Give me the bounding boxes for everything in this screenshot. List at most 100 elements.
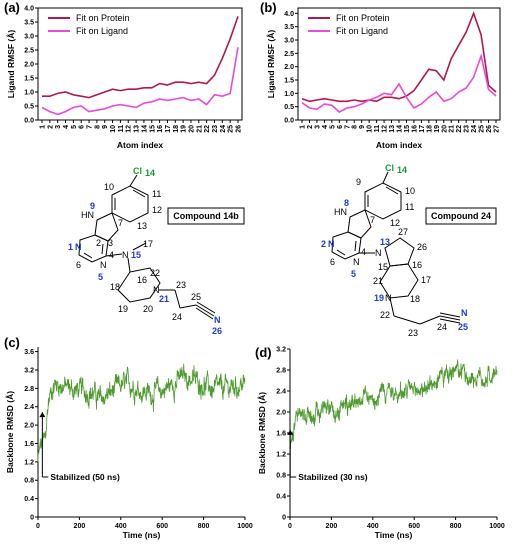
x-tick-label: 3: [314, 125, 321, 129]
atom-hn: HN: [334, 207, 347, 217]
panel-d-rmsd-24: (d) 0 0.4 0.8 1.2 1.6 2.0 2.4 2.8 3.2 0 200 400 600 80…: [255, 345, 505, 540]
panel-c-rmsd-14b: (c) 0 0.4 0.8 1.2 1.6 2.0 2.4 2.8 3.2 3.6 0 200 400 60…: [4, 335, 253, 540]
atom-number: 23: [408, 328, 418, 338]
atom-number: 26: [417, 242, 427, 252]
atom-number: 12: [152, 205, 162, 215]
atom-number: 6: [76, 260, 81, 270]
series-line-fit-on-protein: [301, 11, 497, 103]
atom-number: 19: [374, 293, 384, 303]
pyrimidine-ring-14b: [78, 234, 109, 263]
y-tick-label: 1.5: [24, 76, 34, 83]
x-tick-label: 10: [367, 125, 374, 133]
x-axis-label: Atom index: [117, 140, 164, 150]
nitrile-triple-1: [439, 315, 461, 321]
plot-frame: [37, 7, 243, 121]
atom-cl: Cl: [133, 166, 142, 176]
double-bond: [354, 240, 357, 252]
atom-number: 10: [405, 186, 415, 196]
stabilized-annotation: Stabilized (30 ns): [298, 472, 368, 482]
piperidine-ring-14b: [117, 267, 161, 303]
x-tick-label: 24: [220, 125, 227, 133]
x-tick-label: 800: [198, 523, 210, 530]
x-tick-label: 19: [181, 125, 188, 133]
atom-number: 5: [351, 269, 356, 279]
atom-number: 24: [437, 322, 447, 332]
x-axis-label: Time (ns): [123, 530, 161, 540]
legend-label: Fit on Protein: [336, 13, 390, 23]
atom-number: 21: [373, 276, 383, 286]
double-bond: [101, 243, 104, 255]
y-tick-label: 2.4: [276, 389, 286, 396]
x-tick-label: 0: [36, 523, 40, 530]
y-tick-label: 3.2: [276, 347, 286, 354]
x-tick-label: 14: [141, 125, 148, 133]
x-tick-label: 6: [79, 125, 86, 129]
atom-number: 2: [96, 238, 101, 248]
x-tick-label: 200: [326, 523, 338, 530]
atom-n2: N: [328, 239, 335, 249]
x-tick-label: 10: [110, 125, 117, 133]
atom-number: 12: [390, 218, 400, 228]
x-tick-label: 11: [374, 125, 381, 133]
x-tick-label: 400: [115, 523, 127, 530]
x-tick-label: 12: [382, 125, 389, 133]
atom-number: 15: [378, 262, 388, 272]
atom-number: 13: [380, 237, 390, 247]
y-tick-label: 4.0: [24, 6, 34, 13]
double-bond: [132, 189, 146, 198]
atom-number: 20: [143, 304, 153, 314]
y-tick-label: 0.0: [24, 118, 34, 125]
compound-24-structure: Cl 14 HN N N N N N 8 9 10 11 12 7 2 4 6 …: [321, 163, 497, 338]
x-axis-label: Atom index: [376, 140, 423, 150]
x-tick-label: 600: [408, 523, 420, 530]
atom-number: 5: [98, 272, 103, 282]
nitrile-triple-1: [195, 304, 215, 317]
atom-n26: N: [214, 315, 221, 325]
x-tick-label: 27: [494, 125, 501, 133]
y-tick-label: 1.0: [284, 91, 294, 98]
x-tick-label: 7: [344, 125, 351, 129]
y-tick-label: 0.4: [24, 496, 34, 503]
atom-number: 11: [152, 189, 161, 199]
atom-n25: N: [461, 308, 468, 318]
bond: [419, 315, 441, 325]
x-tick-label: 17: [165, 125, 172, 133]
compound-14b-box: [167, 207, 245, 225]
x-tick-label: 18: [173, 125, 180, 133]
x-tick-label: 1: [40, 125, 47, 129]
atom-number: 9: [356, 177, 361, 187]
y-tick-label: 2.8: [276, 368, 286, 375]
x-tick-label: 1000: [237, 523, 253, 530]
atom-number: 27: [398, 227, 408, 237]
y-tick-label: 2.4: [24, 404, 34, 411]
double-bond: [385, 186, 399, 195]
y-tick-label: 3.6: [24, 349, 34, 356]
atom-number: 23: [176, 280, 186, 290]
y-tick-label: 3.2: [24, 367, 34, 374]
atom-number: 19: [118, 304, 128, 314]
atom-n5: N: [353, 257, 360, 267]
x-tick-label: 18: [426, 125, 433, 133]
bond: [393, 315, 421, 325]
series-line-fit-on-protein: [42, 16, 239, 99]
atom-number: 21: [159, 294, 169, 304]
atom-number: 16: [412, 260, 422, 270]
atom-number: 10: [104, 182, 114, 192]
x-tick-label: 1000: [489, 523, 505, 530]
x-tick-label: 200: [74, 523, 86, 530]
pyrrolidine-ring-24: [384, 237, 415, 267]
x-tick-label: 400: [367, 523, 379, 530]
y-axis-label: Ligand RMSF (Å): [266, 30, 276, 99]
atom-number: 7: [118, 218, 123, 228]
stabilized-annotation: Stabilized (50 ns): [50, 472, 120, 482]
atom-number: 6: [330, 257, 335, 267]
x-tick-label: 3: [55, 125, 62, 129]
atom-number: 7: [370, 215, 375, 225]
benzene-ring-24: [364, 182, 402, 220]
atom-number: 2: [321, 239, 326, 249]
y-tick-label: 0.8: [24, 478, 34, 485]
x-tick-label: 26: [486, 125, 493, 133]
series-line-fit-on-ligand: [301, 53, 497, 113]
legend-label: Fit on Protein: [76, 13, 130, 23]
panel-letter: (c): [4, 335, 20, 350]
